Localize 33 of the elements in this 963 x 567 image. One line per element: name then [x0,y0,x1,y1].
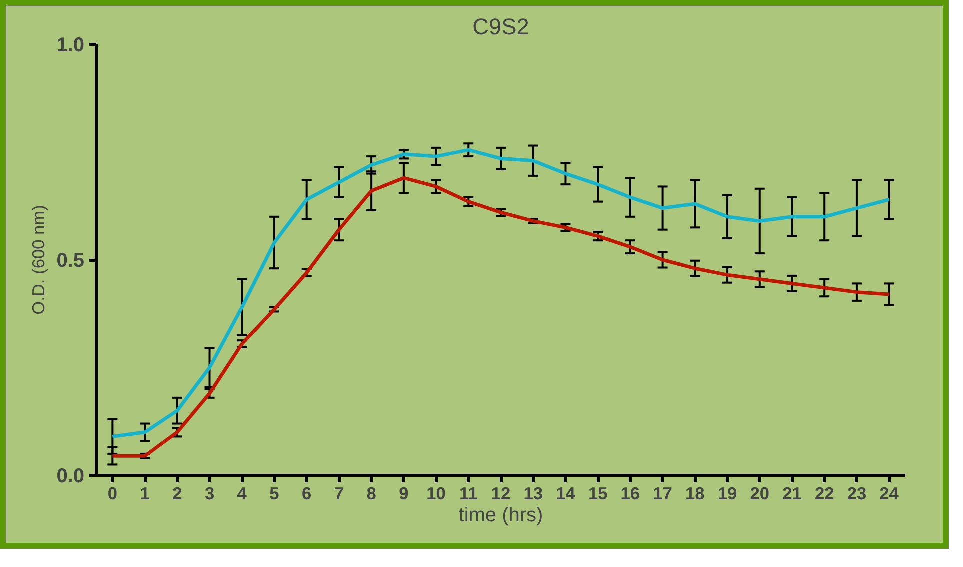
x-tick-label: 3 [204,484,215,504]
x-tick-label: 15 [588,484,608,504]
x-tick-label: 16 [620,484,640,504]
x-tick-label: 23 [847,484,867,504]
y-tick-label: 1.0 [56,34,85,56]
chart-title: C9S2 [472,14,530,40]
y-tick-label: 0.5 [56,250,85,272]
x-tick-label: 0 [108,484,118,504]
x-axis-title: time (hrs) [458,504,544,526]
line-series [110,148,892,438]
x-tick-label: 21 [782,484,802,504]
x-tick-label: 22 [814,484,834,504]
x-tick-label: 2 [172,484,182,504]
x-tick-label: 14 [556,484,576,504]
x-tick-label: 10 [426,484,446,504]
y-tick-label: 0.0 [56,466,85,488]
x-tick-label: 17 [653,484,672,504]
x-tick-label: 13 [524,484,544,504]
x-tick-label: 6 [302,484,312,504]
x-tick-label: 9 [399,484,409,504]
x-tick-label: 12 [491,484,511,504]
x-tick-label: 11 [459,484,478,504]
x-tick-label: 5 [270,484,280,504]
x-tick-label: 19 [718,484,738,504]
y-axis-title: O.D. (600 nm) [28,205,49,315]
x-tick-label: 8 [366,484,377,504]
x-tick-label: 20 [750,484,770,504]
x-tick-label: 7 [334,484,344,504]
x-tick-label: 4 [237,484,248,504]
x-tick-label: 18 [686,484,706,504]
x-tick-label: 24 [880,484,900,504]
x-tick-label: 1 [140,484,150,504]
line-series [110,176,892,458]
